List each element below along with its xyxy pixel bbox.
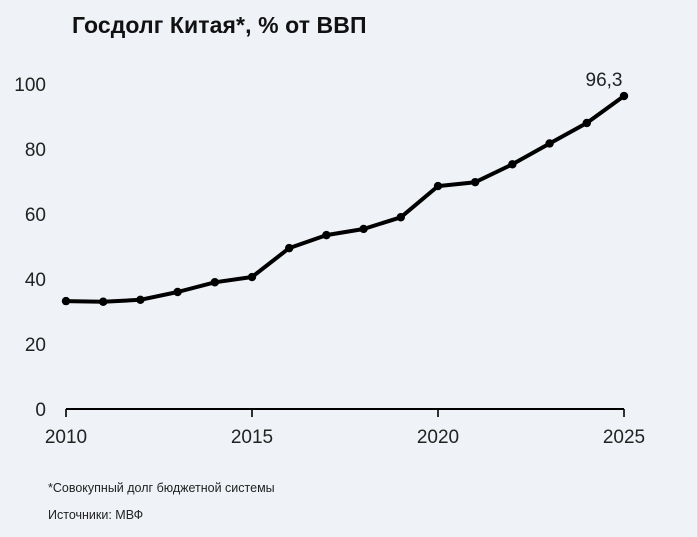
- data-point: [471, 177, 480, 187]
- data-label: 96,3: [586, 70, 623, 91]
- y-tick-label: 40: [25, 270, 46, 291]
- x-tick-label: 2025: [603, 427, 645, 448]
- annotation-group: 96,3: [586, 70, 623, 91]
- y-tick-label: 100: [14, 75, 46, 96]
- data-point: [99, 297, 108, 306]
- chart-title: Госдолг Китая*, % от ВВП: [72, 12, 367, 38]
- data-point: [619, 91, 629, 101]
- y-tick-label: 20: [25, 335, 46, 356]
- y-tick-label: 60: [25, 205, 46, 226]
- data-point: [285, 243, 294, 253]
- y-axis-labels: 0 20 40 60 80 100: [14, 75, 46, 421]
- data-point: [545, 139, 554, 148]
- data-point: [582, 118, 591, 128]
- series-group: [61, 91, 629, 306]
- data-point: [247, 272, 257, 282]
- footnote: *Совокупный долг бюджетной системы: [48, 481, 275, 495]
- data-point: [433, 181, 443, 191]
- data-point: [508, 160, 517, 169]
- data-point: [322, 230, 331, 240]
- data-point: [396, 213, 405, 222]
- series-line: [64, 94, 626, 304]
- source-note: Источники: МВФ: [48, 508, 144, 522]
- data-point: [210, 278, 219, 287]
- y-tick-label: 80: [25, 140, 46, 161]
- data-point: [136, 295, 145, 304]
- x-axis: 2010 2015 2020 2025: [45, 408, 645, 448]
- x-tick-label: 2020: [417, 427, 459, 448]
- x-tick-label: 2010: [45, 427, 87, 448]
- y-tick-label: 0: [35, 400, 46, 421]
- data-point: [61, 296, 71, 306]
- data-point: [359, 224, 368, 234]
- data-point: [173, 287, 182, 297]
- x-tick-label: 2015: [231, 427, 273, 448]
